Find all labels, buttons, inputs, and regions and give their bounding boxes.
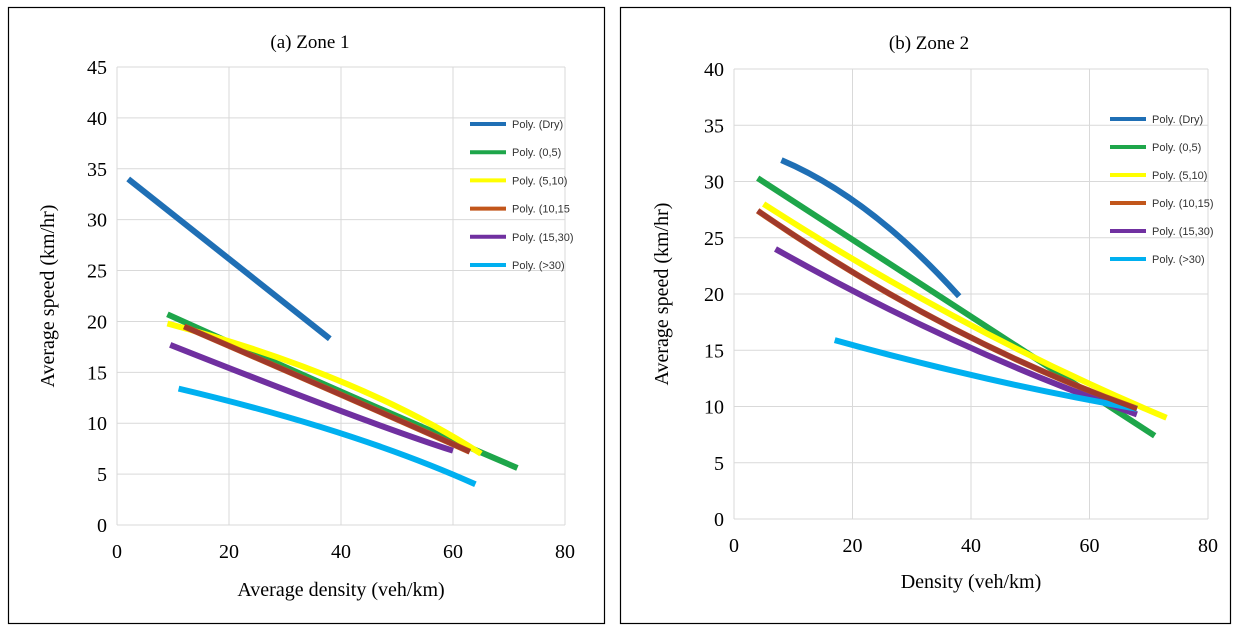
- x-tick-label: 60: [443, 541, 463, 563]
- y-tick-label: 30: [704, 172, 724, 194]
- series-line-overlay: [183, 324, 471, 455]
- x-tick-label: 0: [729, 535, 739, 557]
- legend-label: Poly. (15,30): [512, 232, 574, 244]
- series-line: [126, 176, 332, 342]
- x-axis-label: Density (veh/km): [901, 571, 1042, 593]
- chart-panel-zone-1: 0 20 40 60 80 0 5 10 15 20 25 30 35 40 45 (a) Zone 1 Ave…: [37, 32, 575, 601]
- x-tick-label: 40: [961, 535, 981, 557]
- x-tick-label: 20: [219, 541, 239, 563]
- y-axis-label: Average speed (km/hr): [37, 205, 59, 388]
- series-line: [169, 342, 454, 454]
- x-tick-label: 40: [331, 541, 351, 563]
- y-tick-label: 35: [704, 115, 724, 137]
- y-tick-label: 30: [87, 210, 107, 232]
- series-line-overlay: [756, 208, 1138, 412]
- legend-label: Poly. (0,5): [1152, 142, 1201, 154]
- legend-label: Poly. (10,15): [1152, 198, 1214, 210]
- x-tick-label: 80: [555, 541, 575, 563]
- y-tick-label: 5: [97, 464, 107, 486]
- series-line: [774, 246, 1138, 418]
- y-tick-label: 0: [714, 509, 724, 531]
- x-tick-label: 0: [112, 541, 122, 563]
- y-tick-label: 10: [87, 413, 107, 435]
- chart-panel-zone-2: 0 20 40 60 80 0 5 10 15 20 25 30 35 40 (b) Zone 2 Densi…: [651, 33, 1218, 593]
- y-tick-label: 20: [87, 311, 107, 333]
- x-tick-label: 60: [1080, 535, 1100, 557]
- series-line: [177, 385, 477, 488]
- y-tick-label: 45: [87, 57, 107, 79]
- x-tick-label: 80: [1198, 535, 1218, 557]
- panel-a-frame: [7, 6, 606, 625]
- y-axis-label: Average speed (km/hr): [651, 203, 673, 386]
- y-tick-label: 15: [704, 340, 724, 362]
- legend-label: Poly. (0,5): [512, 147, 561, 159]
- chart-title: (a) Zone 1: [270, 32, 349, 53]
- chart-title: (b) Zone 2: [889, 33, 969, 54]
- x-axis-label: Average density (veh/km): [237, 579, 444, 601]
- y-tick-label: 15: [87, 362, 107, 384]
- y-tick-label: 35: [87, 159, 107, 181]
- legend-label: Poly. (>30): [1152, 254, 1205, 266]
- legend-label: Poly. (Dry): [1152, 114, 1203, 126]
- series-line: [780, 157, 962, 299]
- y-tick-label: 10: [704, 397, 724, 419]
- legend-label: Poly. (15,30): [1152, 226, 1214, 238]
- legend-label: Poly. (10,15: [512, 204, 570, 216]
- series-line: [833, 337, 1138, 412]
- y-tick-label: 5: [714, 453, 724, 475]
- y-tick-label: 25: [87, 261, 107, 283]
- y-tick-label: 25: [704, 228, 724, 250]
- x-tick-label: 20: [843, 535, 863, 557]
- y-tick-label: 40: [87, 108, 107, 130]
- legend-label: Poly. (5,10): [1152, 170, 1207, 182]
- series-line: [762, 201, 1168, 421]
- y-tick-label: 40: [704, 59, 724, 81]
- y-tick-label: 0: [97, 515, 107, 537]
- legend-label: Poly. (5,10): [512, 175, 567, 187]
- legend-label: Poly. (>30): [512, 260, 565, 272]
- y-tick-label: 20: [704, 284, 724, 306]
- legend-label: Poly. (Dry): [512, 119, 563, 131]
